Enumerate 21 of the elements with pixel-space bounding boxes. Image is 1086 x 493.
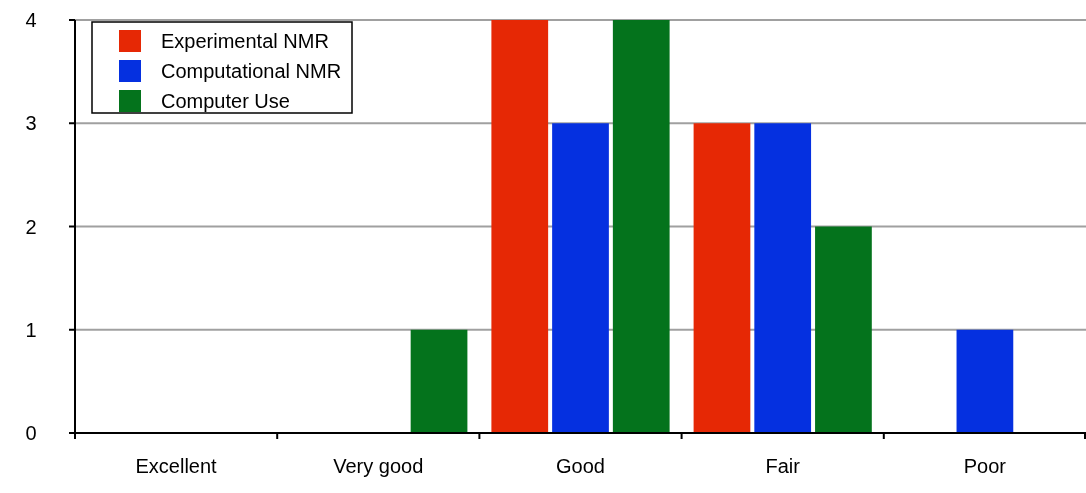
bar xyxy=(491,20,549,433)
y-tick-label: 2 xyxy=(25,215,37,238)
legend-label: Experimental NMR xyxy=(161,30,329,52)
x-tick-label: Fair xyxy=(765,455,801,477)
x-tick-label: Poor xyxy=(963,455,1007,477)
x-tick-label: Good xyxy=(556,455,605,477)
bar xyxy=(552,123,609,433)
bar xyxy=(754,123,812,433)
bar xyxy=(693,123,751,433)
x-tick-label: Excellent xyxy=(135,455,218,477)
y-tick-label: 4 xyxy=(25,9,37,31)
bar xyxy=(815,226,872,433)
y-tick-label: 3 xyxy=(25,112,37,135)
bar xyxy=(612,20,670,433)
legend-label: Computational NMR xyxy=(161,60,342,82)
bar xyxy=(410,329,468,433)
y-tick-label: 0 xyxy=(25,422,37,444)
bar xyxy=(956,329,1014,433)
legend-label: Computer Use xyxy=(161,90,290,112)
x-tick-label: Very good xyxy=(333,455,424,477)
y-tick-label: 1 xyxy=(25,318,37,341)
